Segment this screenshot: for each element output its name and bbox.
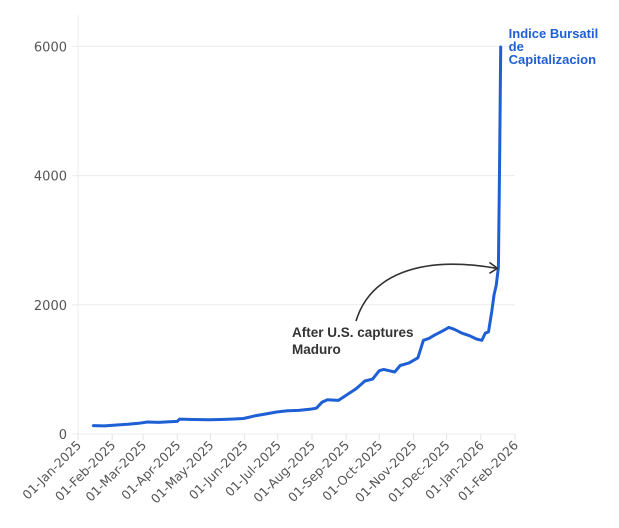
y-tick-label: 0 — [59, 428, 67, 443]
gridlines — [72, 15, 515, 435]
annotation-arrow — [355, 263, 497, 322]
arrowhead-icon — [488, 261, 499, 275]
y-tick-label: 2000 — [34, 299, 67, 314]
series-line-indice-bursatil — [91, 45, 503, 428]
x-tick-label: 01-Feb-2026 — [455, 437, 521, 503]
annotation-text: After U.S. captures Maduro — [292, 325, 414, 357]
series-label: Indice Bursatil de Capitalizacion — [509, 26, 599, 67]
y-tick-label: 4000 — [34, 170, 67, 185]
y-tick-label: 6000 — [34, 40, 67, 55]
y-axis: 0 2000 4000 6000 — [34, 40, 67, 443]
x-axis: 01-Jan-202501-Feb-202501-Mar-202501-Apr-… — [19, 434, 521, 506]
